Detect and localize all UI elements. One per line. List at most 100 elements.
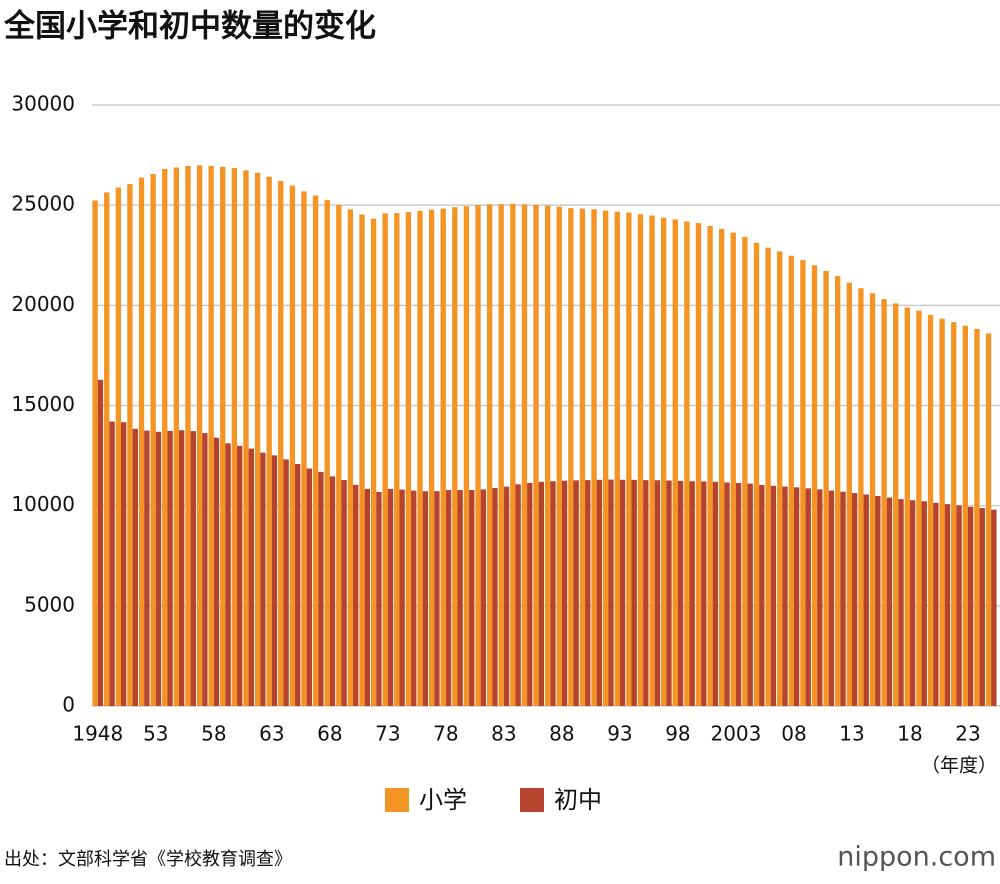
bar — [301, 191, 307, 707]
bar — [475, 205, 481, 706]
bar — [811, 265, 818, 706]
bar — [179, 430, 185, 706]
bar — [208, 165, 214, 707]
bar — [840, 491, 846, 706]
bar — [631, 479, 637, 706]
bar — [440, 208, 446, 706]
bar — [753, 242, 760, 706]
legend-swatch — [385, 788, 409, 812]
x-tick-label: 08 — [781, 722, 806, 746]
brand: nippon.com — [837, 842, 996, 873]
x-tick-label: 98 — [665, 722, 690, 746]
bar — [329, 476, 336, 706]
bar — [619, 479, 626, 706]
bar — [909, 500, 916, 706]
bar — [364, 488, 370, 706]
bar — [498, 204, 504, 706]
bar — [533, 204, 539, 706]
bar — [411, 490, 417, 706]
bar — [359, 214, 365, 706]
bar — [231, 167, 238, 707]
bar — [387, 488, 394, 706]
bar — [591, 209, 597, 707]
bar — [405, 212, 412, 706]
bar — [271, 455, 278, 706]
bar — [817, 489, 823, 706]
y-tick-label: 5000 — [24, 592, 75, 616]
bar — [759, 484, 765, 706]
bar — [660, 217, 667, 706]
bar — [127, 184, 133, 706]
chart-title: 全国小学和初中数量的变化 — [3, 9, 376, 45]
bar — [295, 464, 301, 706]
x-tick-label: 88 — [549, 722, 574, 746]
bar — [719, 229, 725, 707]
legend-label: 小学 — [419, 786, 467, 814]
x-tick-label: 2003 — [710, 722, 761, 746]
x-tick-label: 68 — [317, 722, 342, 746]
bar — [510, 203, 516, 707]
bar — [370, 218, 377, 707]
bar — [579, 208, 586, 706]
bar — [417, 210, 423, 706]
bar — [846, 282, 852, 706]
bar — [770, 485, 777, 706]
bar — [336, 204, 342, 706]
bar — [568, 208, 574, 707]
bar — [283, 459, 289, 706]
bar — [695, 223, 702, 706]
bar — [527, 483, 533, 706]
bar — [643, 480, 649, 706]
bar — [898, 499, 904, 706]
bar — [463, 206, 470, 706]
bar — [921, 501, 927, 706]
y-tick-label: 30000 — [11, 92, 75, 116]
bar — [422, 491, 429, 706]
bar — [742, 236, 748, 706]
bar — [735, 482, 742, 706]
bar — [452, 207, 458, 706]
bar — [324, 199, 330, 706]
bar — [399, 489, 405, 706]
bar — [933, 502, 939, 706]
bar — [167, 430, 173, 706]
x-tick-label: 58 — [201, 722, 226, 746]
bar — [596, 479, 603, 706]
bar — [306, 468, 312, 706]
bar — [649, 215, 655, 706]
bar — [445, 490, 452, 706]
bar — [115, 187, 122, 706]
bar — [220, 166, 226, 706]
bar — [121, 422, 127, 706]
bar — [904, 307, 910, 706]
bar — [707, 225, 713, 706]
bar — [190, 431, 196, 706]
bar — [835, 276, 841, 706]
bar — [869, 293, 876, 706]
bar — [243, 170, 249, 706]
bar — [985, 333, 992, 706]
bar — [701, 481, 707, 706]
bar — [213, 437, 220, 706]
bar — [672, 219, 678, 706]
bar — [747, 483, 753, 706]
bar — [858, 288, 864, 706]
bar — [225, 443, 231, 706]
bar — [185, 165, 191, 706]
bar — [777, 251, 783, 707]
bar — [712, 481, 719, 706]
bar — [237, 445, 243, 706]
bar — [951, 322, 957, 706]
bar — [602, 210, 609, 706]
bar — [382, 213, 388, 706]
bar — [782, 486, 788, 706]
bar — [561, 480, 568, 706]
bar — [428, 209, 435, 706]
bar — [515, 484, 521, 706]
bar — [939, 318, 945, 706]
bar — [875, 495, 881, 706]
bar — [573, 480, 579, 706]
bar — [666, 480, 672, 706]
bar — [724, 482, 730, 706]
